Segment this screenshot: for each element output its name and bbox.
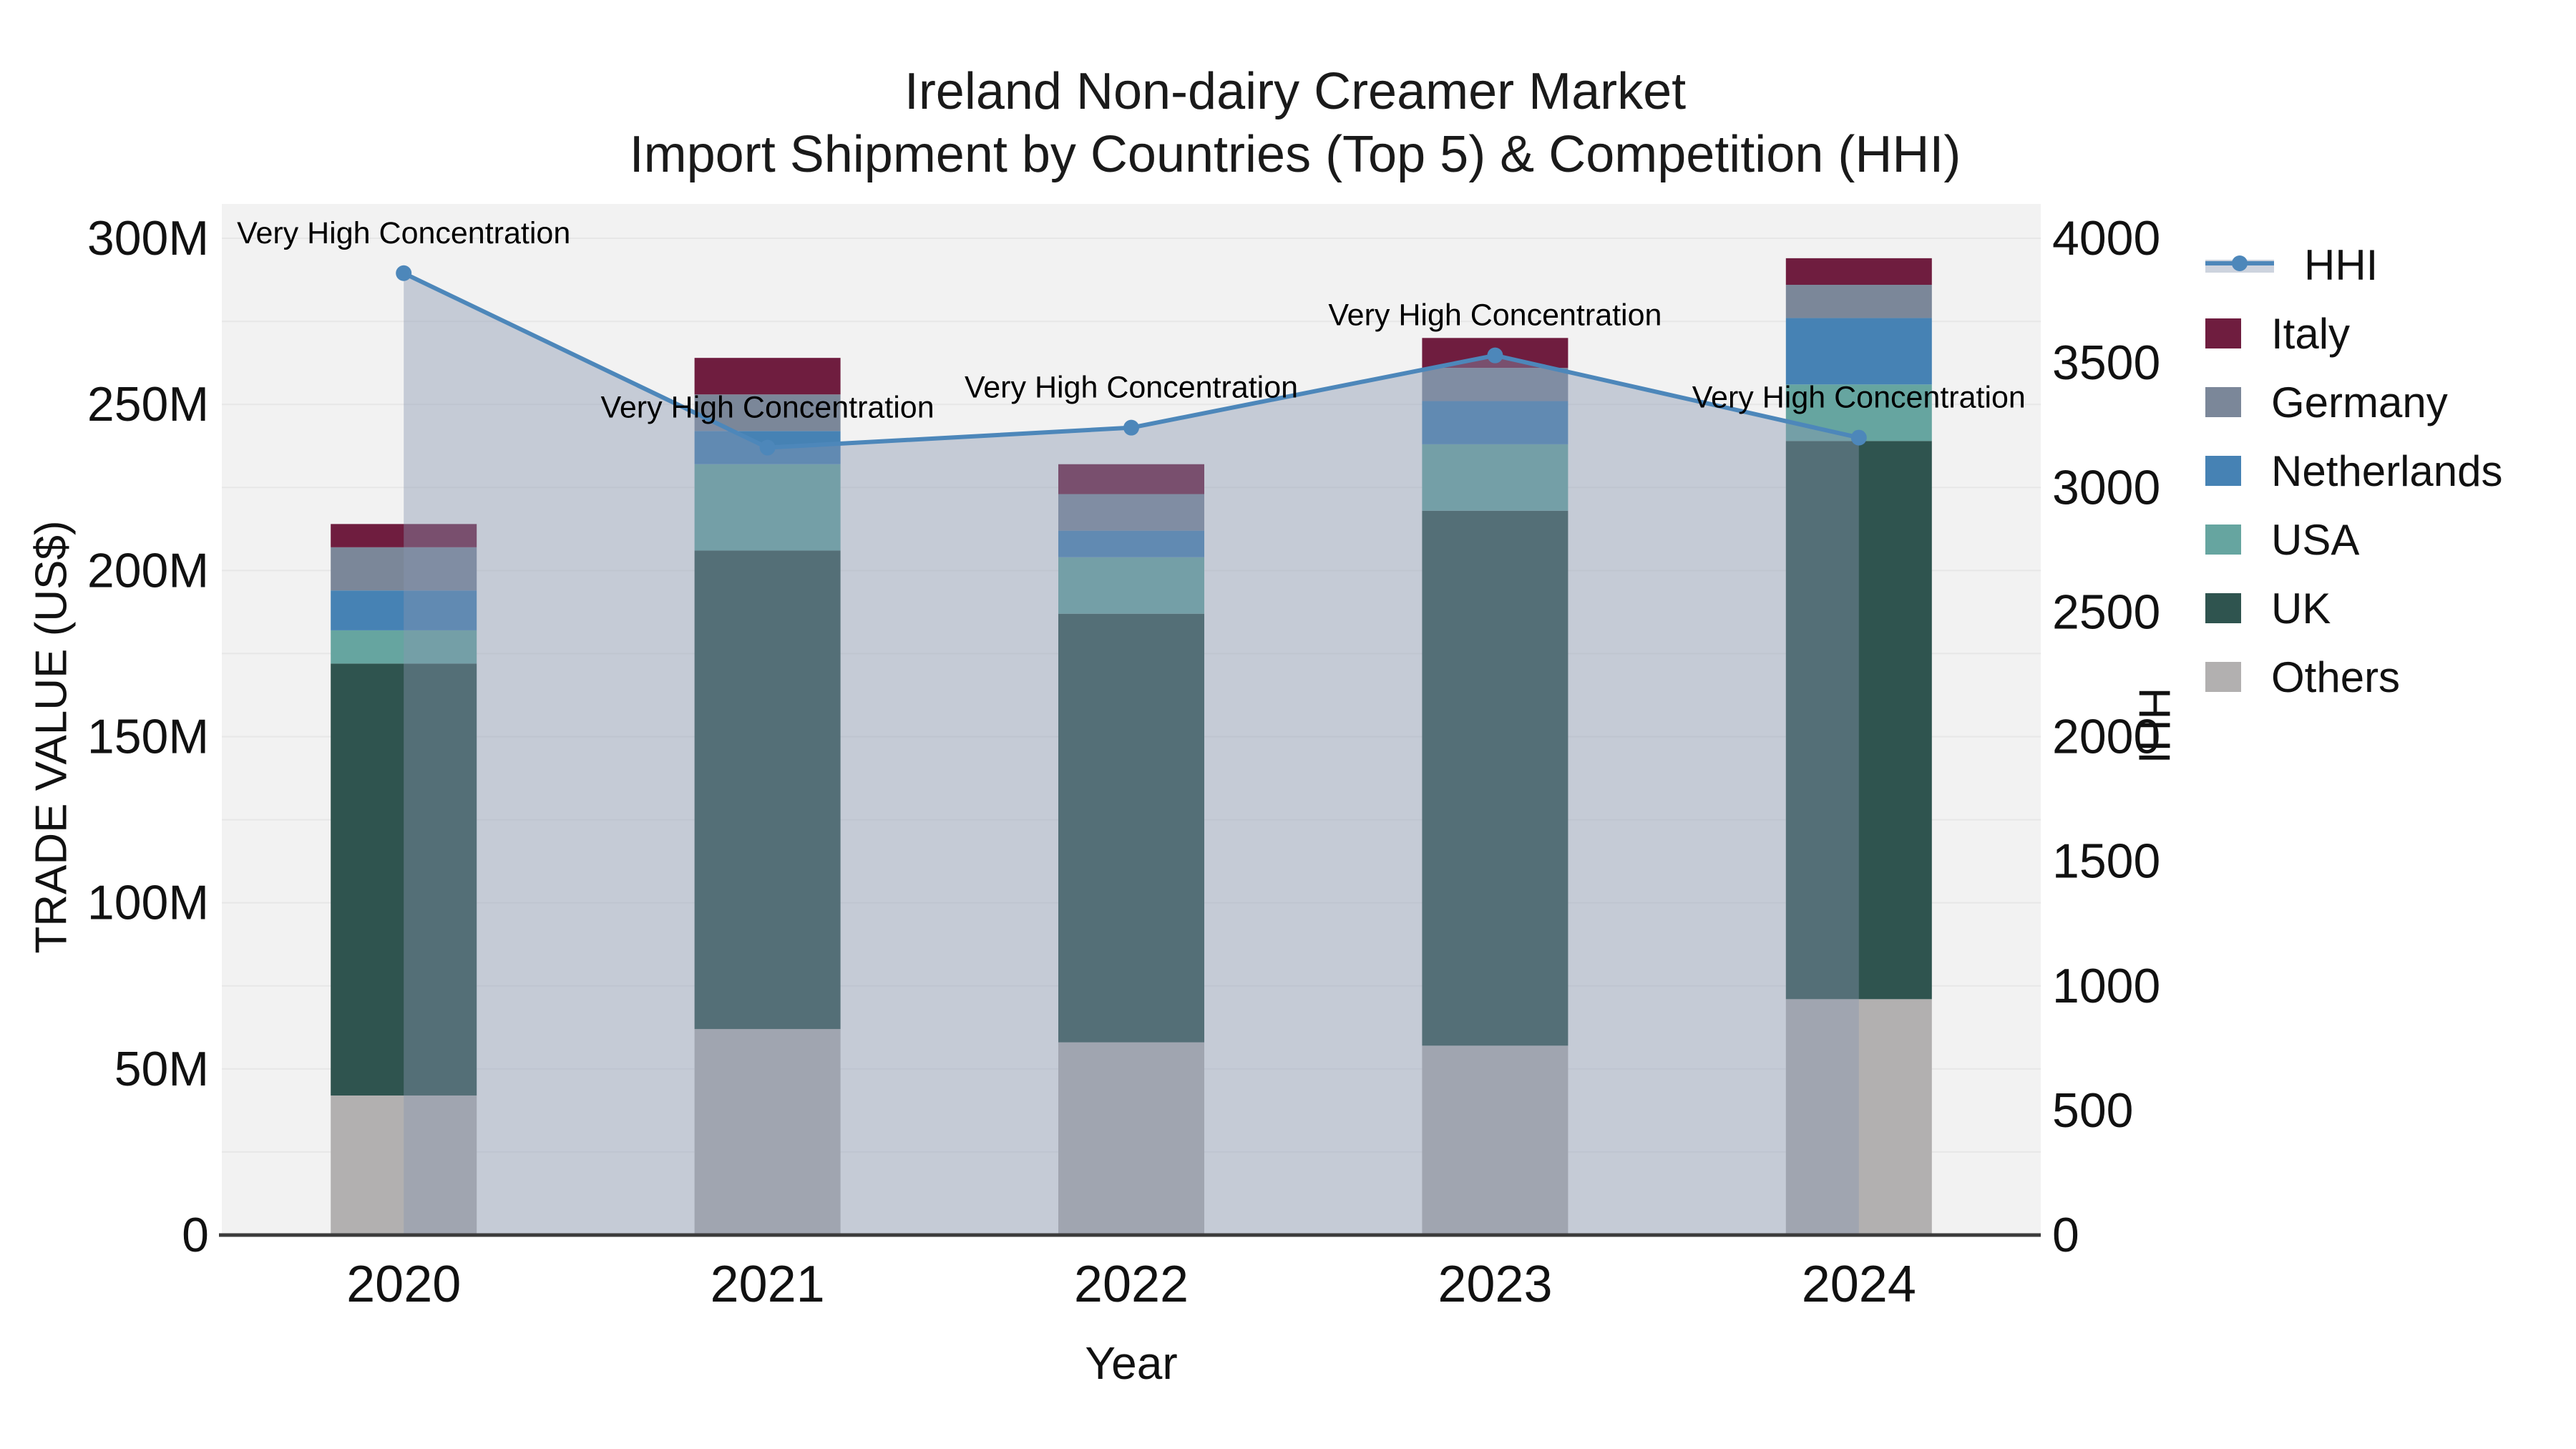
legend-color-swatch-germany (2205, 387, 2241, 417)
bar-segment-others-2024 (1785, 999, 1932, 1235)
hhi-marker-2020 (396, 265, 412, 281)
y-right-tick-label: 3000 (2052, 460, 2160, 514)
legend-label-uk: UK (2271, 584, 2331, 633)
y-left-tick-label: 300M (87, 211, 209, 265)
y-left-tick-label: 50M (114, 1042, 209, 1096)
bar-segment-italy-2024 (1785, 258, 1932, 286)
bar-segment-usa-2021 (694, 464, 841, 551)
legend-color-swatch-usa (2205, 525, 2241, 555)
legend-item-uk: UK (2205, 574, 2503, 643)
x-tick-label-2023: 2023 (1438, 1256, 1552, 1313)
legend-color-swatch-netherlands (2205, 456, 2241, 486)
bar-segment-netherlands-2023 (1422, 401, 1568, 444)
legend-label-others: Others (2271, 653, 2401, 701)
bar-segment-uk-2024 (1785, 441, 1932, 1000)
hhi-line-icon-part (2232, 255, 2248, 271)
legend-item-hhi: HHI (2205, 230, 2503, 299)
annotation-2020: Very High Concentration (237, 216, 570, 250)
y-left-tick-label: 250M (87, 377, 209, 431)
annotation-2023: Very High Concentration (1328, 298, 1662, 333)
bar-segment-italy-2020 (331, 524, 477, 547)
x-tick-label-2022: 2022 (1074, 1256, 1189, 1313)
legend-label-netherlands: Netherlands (2271, 447, 2503, 495)
legend-item-germany: Germany (2205, 368, 2503, 436)
y-right-tick-label: 1500 (2052, 834, 2160, 889)
y-left-tick-label: 200M (87, 543, 209, 597)
legend-item-usa: USA (2205, 505, 2503, 574)
x-axis-title: Year (1085, 1337, 1178, 1389)
bar-segment-uk-2023 (1422, 510, 1568, 1046)
y-right-tick-label: 2500 (2052, 585, 2160, 639)
y-left-tick-label: 0 (182, 1208, 209, 1262)
chart-title-line2: Import Shipment by Countries (Top 5) & C… (629, 126, 1961, 183)
x-tick-label-2020: 2020 (346, 1256, 461, 1313)
bar-segment-uk-2020 (331, 663, 477, 1096)
legend-label-italy: Italy (2271, 309, 2351, 358)
y-right-tick-label: 2000 (2052, 710, 2160, 764)
bar-segment-italy-2021 (694, 358, 841, 395)
bar-segment-netherlands-2024 (1785, 318, 1932, 385)
bar-segment-others-2023 (1422, 1045, 1568, 1235)
legend-color-swatch-others (2205, 662, 2241, 692)
bar-segment-others-2022 (1058, 1042, 1204, 1235)
annotation-2024: Very High Concentration (1692, 381, 2026, 415)
hhi-marker-2021 (759, 439, 776, 456)
bar-segment-others-2021 (694, 1029, 841, 1235)
bar-segment-usa-2022 (1058, 557, 1204, 614)
y-left-tick-label: 150M (87, 710, 209, 764)
legend-label-germany: Germany (2271, 378, 2448, 426)
y-right-tick-label: 500 (2052, 1083, 2133, 1138)
legend-color-swatch-italy (2205, 318, 2241, 348)
hhi-marker-2024 (1850, 429, 1867, 446)
bar-segment-others-2020 (331, 1095, 477, 1235)
chart-title-line1: Ireland Non-dairy Creamer Market (904, 63, 1687, 120)
bar-segment-uk-2021 (694, 550, 841, 1030)
y-right-tick-label: 1000 (2052, 959, 2160, 1013)
y-axis-right-title: HHI (2129, 687, 2179, 764)
legend-label-hhi: HHI (2304, 240, 2379, 289)
legend: HHI Italy Germany Netherlands USA UK Others (2205, 230, 2503, 711)
y-axis-left-title: TRADE VALUE (US$) (26, 520, 77, 954)
annotation-2022: Very High Concentration (965, 371, 1298, 405)
y-left-tick-label: 100M (87, 876, 209, 930)
legend-item-netherlands: Netherlands (2205, 436, 2503, 505)
hhi-area-fill (404, 273, 1859, 1235)
bar-segment-uk-2022 (1058, 613, 1204, 1043)
y-right-tick-label: 4000 (2052, 211, 2160, 265)
y-right-tick-label: 3500 (2052, 336, 2160, 390)
bar-segment-usa-2020 (331, 630, 477, 664)
bar-segment-italy-2022 (1058, 464, 1204, 494)
bar-segment-germany-2023 (1422, 368, 1568, 401)
legend-color-swatch-uk (2205, 593, 2241, 623)
bar-segment-netherlands-2020 (331, 590, 477, 630)
x-tick-label-2024: 2024 (1802, 1256, 1916, 1313)
annotation-2021: Very High Concentration (601, 391, 935, 425)
x-tick-label-2021: 2021 (711, 1256, 825, 1313)
hhi-line-icon (2205, 250, 2274, 280)
chart-title: Ireland Non-dairy Creamer Market Import … (630, 60, 1961, 186)
legend-label-usa: USA (2271, 515, 2360, 564)
bar-segment-germany-2022 (1058, 494, 1204, 531)
bar-segment-germany-2020 (331, 547, 477, 591)
bar-segment-germany-2024 (1785, 285, 1932, 318)
legend-item-italy: Italy (2205, 299, 2503, 368)
hhi-marker-2022 (1123, 419, 1139, 436)
bar-segment-netherlands-2022 (1058, 530, 1204, 557)
bar-segment-usa-2023 (1422, 444, 1568, 511)
hhi-marker-2023 (1487, 347, 1503, 364)
y-right-tick-label: 0 (2052, 1208, 2079, 1262)
legend-item-others: Others (2205, 643, 2503, 711)
